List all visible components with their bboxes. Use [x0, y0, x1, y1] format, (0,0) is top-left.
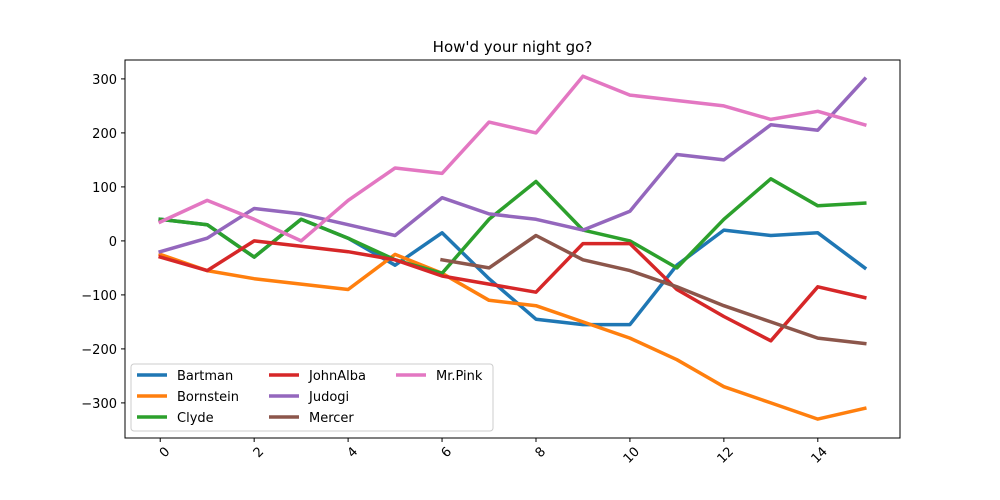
- y-tick-label: 0: [109, 235, 117, 250]
- plot-area: [124, 59, 901, 439]
- legend: Bartman Bornstein Clyde JohnAlba Judogi Merce…: [130, 363, 494, 432]
- legend-label: Bornstein: [177, 390, 239, 405]
- legend-label: Mr.Pink: [436, 369, 483, 384]
- series-line-bornstein: [158, 252, 867, 421]
- series-line-mr-pink: [157, 74, 867, 243]
- chart-title: How'd your night go?: [433, 38, 593, 56]
- series-line-judogi: [158, 76, 868, 254]
- series-line-johnalba: [158, 239, 867, 343]
- legend-label: Bartman: [177, 369, 233, 384]
- legend-label: JohnAlba: [308, 369, 366, 384]
- y-tick-label: 200: [92, 127, 117, 142]
- y-tick-label: −100: [81, 289, 117, 304]
- series-line-clyde: [158, 177, 867, 276]
- legend-label: Mercer: [309, 411, 354, 426]
- y-axis: −300 −200 −100 0 100 200 300: [81, 73, 125, 412]
- legend-label: Clyde: [177, 411, 214, 426]
- y-tick-label: 300: [92, 73, 117, 88]
- series-line-mercer: [440, 233, 867, 346]
- axes-frame: [124, 59, 901, 439]
- y-tick-label: 100: [92, 181, 117, 196]
- y-tick-label: −300: [81, 397, 117, 412]
- y-tick-label: −200: [81, 343, 117, 358]
- legend-box: [130, 363, 494, 432]
- legend-label: Judogi: [308, 390, 349, 405]
